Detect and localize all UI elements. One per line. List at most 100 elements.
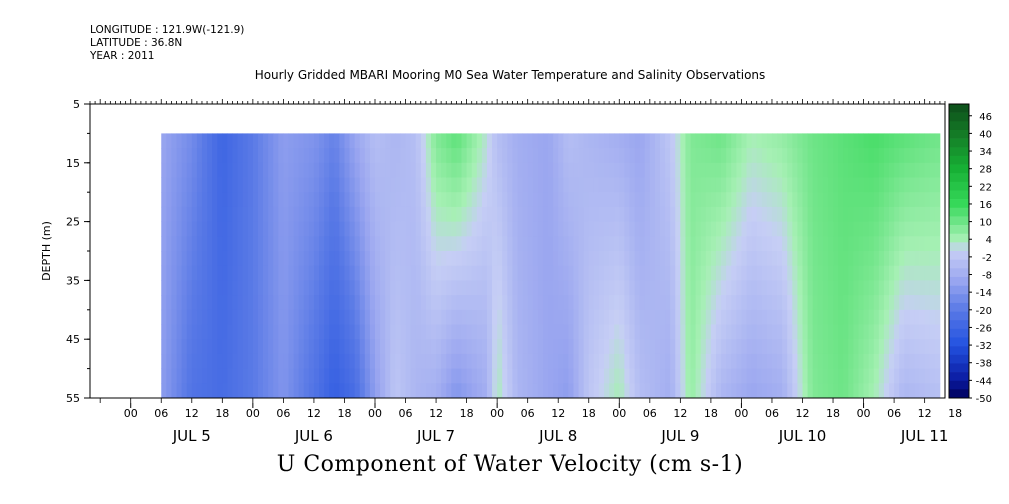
heatmap-cell [532, 295, 539, 311]
heatmap-cell [400, 236, 406, 252]
heatmap-cell [715, 368, 722, 384]
heatmap-cell [303, 280, 310, 296]
heatmap-cell [766, 295, 773, 311]
heatmap-cell [563, 177, 569, 193]
heatmap-cell [207, 206, 213, 222]
heatmap-cell [721, 162, 727, 178]
heatmap-cell [919, 162, 926, 178]
heatmap-cell [212, 353, 218, 369]
heatmap-cell [298, 383, 305, 399]
heatmap-cell [502, 177, 508, 193]
heatmap-cell [553, 162, 559, 178]
heatmap-cell [583, 251, 590, 267]
heatmap-cell [446, 192, 452, 208]
heatmap-cell [161, 148, 167, 164]
heatmap-cell [532, 251, 539, 267]
heatmap-cell [542, 236, 549, 252]
heatmap-cell [756, 280, 763, 296]
heatmap-cell [899, 177, 905, 193]
heatmap-cell [548, 221, 554, 237]
heatmap-cell [649, 265, 656, 281]
heatmap-cell [634, 192, 641, 208]
heatmap-cell [853, 148, 859, 164]
heatmap-cell [492, 221, 498, 237]
heatmap-cell [548, 133, 554, 149]
heatmap-cell [415, 162, 422, 178]
heatmap-cell [364, 295, 371, 311]
heatmap-cell [639, 221, 646, 237]
heatmap-cell [471, 353, 478, 369]
heatmap-cell [710, 383, 717, 399]
heatmap-cell [843, 265, 849, 281]
heatmap-cell [710, 133, 717, 149]
heatmap-cell [222, 280, 228, 296]
heatmap-cell [537, 148, 544, 164]
heatmap-cell [405, 309, 412, 325]
heatmap-cell [797, 353, 803, 369]
heatmap-cell [191, 368, 198, 384]
heatmap-cell [807, 265, 814, 281]
heatmap-cell [527, 177, 534, 193]
heatmap-cell [598, 265, 605, 281]
heatmap-cell [700, 368, 707, 384]
heatmap-cell [614, 265, 620, 281]
colorbar-label: -44 [976, 376, 992, 387]
heatmap-cell [497, 221, 503, 237]
heatmap-cell [257, 353, 264, 369]
heatmap-cell [807, 295, 814, 311]
x-hour-label: 18 [215, 407, 229, 420]
heatmap-cell [252, 280, 259, 296]
heatmap-cell [196, 162, 203, 178]
heatmap-cell [904, 339, 910, 355]
heatmap-cell [201, 206, 208, 222]
heatmap-cell [700, 206, 707, 222]
heatmap-cell [446, 324, 452, 340]
heatmap-cell [660, 236, 666, 252]
heatmap-cell [329, 162, 335, 178]
heatmap-cell [731, 383, 737, 399]
heatmap-cell [390, 353, 396, 369]
heatmap-cell [756, 353, 763, 369]
heatmap-cell [863, 309, 870, 325]
heatmap-cell [715, 339, 722, 355]
heatmap-cell [303, 383, 310, 399]
heatmap-cell [675, 162, 681, 178]
colorbar-band [949, 242, 969, 252]
heatmap-cell [252, 236, 259, 252]
heatmap-cell [736, 221, 742, 237]
heatmap-cell [583, 162, 590, 178]
heatmap-cell [334, 251, 340, 267]
heatmap-cell [848, 221, 854, 237]
heatmap-cell [227, 309, 233, 325]
heatmap-cell [405, 339, 412, 355]
heatmap-cell [283, 177, 289, 193]
heatmap-cell [186, 280, 193, 296]
heatmap-cell [929, 383, 936, 399]
heatmap-cell [441, 251, 447, 267]
heatmap-cell [919, 177, 926, 193]
heatmap-cell [787, 295, 793, 311]
heatmap-cell [909, 221, 915, 237]
heatmap-cell [288, 265, 294, 281]
heatmap-cell [624, 177, 630, 193]
heatmap-cell [186, 206, 193, 222]
heatmap-cell [883, 265, 890, 281]
heatmap-cell [746, 383, 753, 399]
heatmap-cell [334, 148, 340, 164]
heatmap-cell [278, 353, 284, 369]
heatmap-cell [934, 383, 941, 399]
heatmap-cell [919, 192, 926, 208]
heatmap-cell [252, 295, 259, 311]
heatmap-cell [532, 280, 539, 296]
heatmap-cell [319, 324, 325, 340]
x-day-label: JUL 5 [172, 427, 211, 445]
heatmap-cell [756, 192, 763, 208]
heatmap-cell [527, 162, 534, 178]
heatmap-cell [848, 383, 854, 399]
heatmap-cell [207, 162, 213, 178]
heatmap-cell [751, 383, 758, 399]
heatmap-cell [486, 295, 493, 311]
heatmap-cell [548, 236, 554, 252]
heatmap-cell [527, 265, 534, 281]
heatmap-cell [614, 177, 620, 193]
